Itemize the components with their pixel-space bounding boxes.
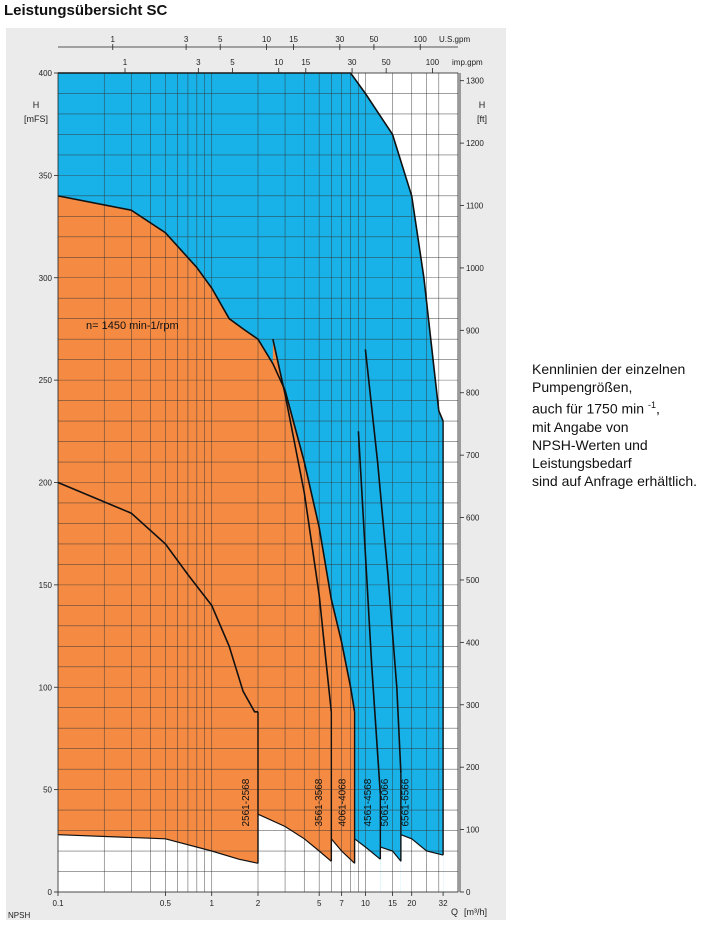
imp-gpm-tick-label: 30 — [348, 58, 357, 67]
x-tick-label: 2 — [256, 899, 261, 908]
ft-tick-label: 1200 — [466, 139, 484, 148]
note-rpm: auch für 1750 min — [532, 400, 645, 417]
imp-gpm-tick-label: 10 — [274, 58, 283, 67]
note-rpm-exponent: -1 — [647, 400, 656, 410]
ft-tick-label: 1300 — [466, 77, 484, 86]
model-label-3561-3568: 3561-3568 — [314, 778, 325, 826]
x-axis-label: Q — [451, 907, 458, 917]
ft-tick-label: 600 — [466, 514, 480, 523]
ft-axis-label: H — [479, 100, 486, 110]
ft-tick-label: 800 — [466, 389, 480, 398]
y-tick-label: 150 — [39, 581, 53, 590]
ft-tick-label: 1000 — [466, 264, 484, 273]
npsh-clear-4561-4568 — [354, 838, 381, 892]
us-gpm-tick-label: 10 — [262, 35, 271, 44]
ft-tick-label: 200 — [466, 763, 480, 772]
us-gpm-tick-label: 30 — [335, 35, 344, 44]
ft-tick-label: 100 — [466, 826, 480, 835]
min-curve-5061-5066 — [380, 846, 402, 862]
note-line: auch für 1750 min -1, — [532, 396, 716, 418]
min-curve-3561-3568 — [257, 813, 332, 862]
ft-tick-label: 700 — [466, 451, 480, 460]
note-comma: , — [655, 400, 660, 417]
x-tick-label: 32 — [439, 899, 448, 908]
imp-gpm-unit: imp.gpm — [452, 58, 483, 67]
min-curve-4061-4068 — [330, 838, 356, 864]
y-tick-label: 50 — [43, 786, 52, 795]
x-axis-unit: [m³/h] — [464, 907, 487, 917]
imp-gpm-tick-label: 15 — [301, 58, 310, 67]
min-curve-4561-4568 — [354, 838, 381, 860]
note-line: mit Angabe von — [532, 418, 629, 435]
model-label-6561-6566: 6561-6566 — [400, 778, 411, 826]
imp-gpm-tick-label: 5 — [230, 58, 235, 67]
x-tick-label: 1 — [209, 899, 214, 908]
note-line: sind auf Anfrage erhältlich. — [532, 472, 697, 489]
x-tick-label: 10 — [361, 899, 370, 908]
us-gpm-tick-label: 50 — [369, 35, 378, 44]
page-title: Leistungsübersicht SC — [4, 2, 168, 19]
us-gpm-tick-label: 3 — [184, 35, 189, 44]
us-gpm-unit: U.S.gpm — [439, 35, 470, 44]
curve-5061-5066 — [364, 349, 402, 774]
note-line: NPSH-Werten und — [532, 436, 648, 453]
ft-tick-label: 0 — [466, 888, 471, 897]
imp-gpm-tick-label: 1 — [123, 58, 128, 67]
ft-tick-label: 400 — [466, 638, 480, 647]
footer-npsh-partial: NPSH — [8, 911, 30, 920]
us-gpm-tick-label: 1 — [111, 35, 116, 44]
field-area-4561-4568 — [358, 431, 381, 892]
model-label-4561-4568: 4561-4568 — [363, 778, 374, 826]
curve-4061-4068 — [57, 195, 356, 712]
x-tick-label: 0.1 — [52, 899, 64, 908]
ft-tick-label: 1100 — [466, 202, 484, 211]
ft-tick-label: 900 — [466, 326, 480, 335]
min-curve-6561-6566 — [400, 834, 444, 856]
y-tick-label: 300 — [39, 274, 53, 283]
y-axis-unit: [mFS] — [24, 114, 48, 124]
y-tick-label: 0 — [48, 888, 53, 897]
npsh-clear-2561-2568 — [58, 834, 258, 892]
performance-chart: 050100150200250300350400H[mFS]0100200300… — [8, 35, 487, 920]
y-tick-label: 200 — [39, 479, 53, 488]
curve-2561-2568 — [57, 481, 258, 713]
imp-gpm-tick-label: 3 — [196, 58, 201, 67]
us-gpm-tick-label: 100 — [414, 35, 428, 44]
ft-tick-label: 500 — [466, 576, 480, 585]
x-tick-label: 15 — [388, 899, 397, 908]
us-gpm-tick-label: 5 — [218, 35, 223, 44]
field-area-3561-3568 — [272, 339, 332, 892]
y-axis-label: H — [33, 100, 40, 110]
npsh-clear-4061-4068 — [331, 838, 355, 892]
y-tick-label: 250 — [39, 376, 53, 385]
x-tick-label: 5 — [317, 899, 322, 908]
curve-4561-4568 — [357, 431, 382, 794]
rpm-label: n= 1450 min-1/rpm — [86, 320, 179, 332]
min-curve-2561-2568 — [57, 834, 259, 864]
x-tick-label: 0.5 — [160, 899, 172, 908]
note-line: Pumpengrößen, — [532, 379, 633, 395]
imp-gpm-tick-label: 50 — [382, 58, 391, 67]
ft-tick-label: 300 — [466, 701, 480, 710]
y-tick-label: 400 — [39, 69, 53, 78]
model-label-5061-5066: 5061-5066 — [380, 778, 391, 826]
npsh-clear-5061-5066 — [380, 847, 401, 892]
model-label-2561-2568: 2561-2568 — [241, 778, 252, 826]
side-note: Kennlinien der einzelnen Pumpengrößen, a… — [532, 360, 716, 490]
model-label-4061-4068: 4061-4068 — [337, 778, 348, 826]
curve-6561-6566 — [58, 72, 444, 422]
x-tick-label: 20 — [407, 899, 416, 908]
npsh-clear-3561-3568 — [258, 814, 332, 892]
imp-gpm-tick-label: 100 — [426, 58, 440, 67]
chart-panel: 0 50 100 150 200 250 300 350 400 H [mFS] 0 100 200 300… — [6, 28, 506, 920]
note-line: Kennlinien der einzelnen — [532, 361, 686, 377]
x-tick-label: 7 — [339, 899, 344, 908]
y-tick-label: 100 — [39, 683, 53, 692]
ft-axis-unit: [ft] — [477, 114, 487, 124]
us-gpm-tick-label: 15 — [289, 35, 298, 44]
note-line: Leistungsbedarf — [532, 454, 632, 471]
y-tick-label: 350 — [39, 171, 53, 180]
